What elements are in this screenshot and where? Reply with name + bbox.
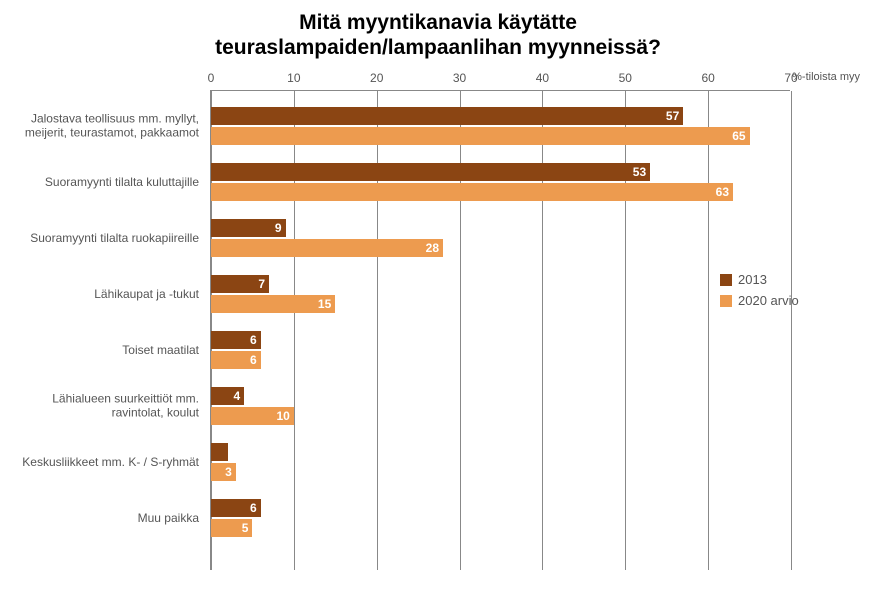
axis-title: %-tiloista myy bbox=[792, 71, 860, 83]
legend-label: 2013 bbox=[738, 272, 767, 287]
category-label: Toiset maatilat bbox=[4, 343, 199, 357]
legend-item: 2020 arvio bbox=[720, 293, 799, 308]
legend-swatch bbox=[720, 274, 732, 286]
category-label: Lähikaupat ja -tukut bbox=[4, 287, 199, 301]
gridline bbox=[791, 91, 792, 570]
tick-label: 10 bbox=[287, 71, 300, 85]
category-label: Jalostava teollisuus mm. myllyt, meijeri… bbox=[4, 112, 199, 141]
bar-v2013 bbox=[211, 163, 650, 181]
tick-label: 70 bbox=[784, 71, 797, 85]
legend: 2013 2020 arvio bbox=[720, 272, 799, 314]
title-line-1: Mitä myyntikanavia käytätte bbox=[299, 11, 577, 34]
bar-value-label: 9 bbox=[275, 221, 282, 235]
bar-v2013 bbox=[211, 107, 683, 125]
bar-v2020 bbox=[211, 295, 335, 313]
bar-value-label: 10 bbox=[276, 409, 289, 423]
tick-label: 30 bbox=[453, 71, 466, 85]
bar-v2013 bbox=[211, 443, 228, 461]
bar-value-label: 65 bbox=[732, 129, 745, 143]
bar-v2020 bbox=[211, 239, 443, 257]
bar-value-label: 63 bbox=[716, 185, 729, 199]
bar-value-label: 53 bbox=[633, 165, 646, 179]
category-label: Suoramyynti tilalta ruokapiireille bbox=[4, 231, 199, 245]
bar-value-label: 4 bbox=[233, 389, 240, 403]
bar-value-label: 7 bbox=[258, 277, 265, 291]
tick-label: 20 bbox=[370, 71, 383, 85]
bar-value-label: 6 bbox=[250, 353, 257, 367]
bar-value-label: 57 bbox=[666, 109, 679, 123]
category-label: Muu paikka bbox=[4, 511, 199, 525]
category-label: Keskusliikkeet mm. K- / S-ryhmät bbox=[4, 455, 199, 469]
title-line-2: teuraslampaiden/lampaanlihan myynneissä? bbox=[215, 36, 661, 59]
bar-value-label: 2 bbox=[232, 445, 239, 459]
bar-value-label: 28 bbox=[426, 241, 439, 255]
category-label: Lähialueen suurkeittiöt mm. ravintolat, … bbox=[4, 392, 199, 421]
tick-label: 60 bbox=[701, 71, 714, 85]
bar-value-label: 6 bbox=[250, 333, 257, 347]
bar-value-label: 3 bbox=[225, 465, 232, 479]
tick-label: 0 bbox=[208, 71, 215, 85]
bar-value-label: 5 bbox=[242, 521, 249, 535]
chart-container: Mitä myyntikanavia käytätte teuraslampai… bbox=[0, 0, 876, 590]
bar-v2020 bbox=[211, 127, 750, 145]
gridline bbox=[708, 91, 709, 570]
tick-label: 40 bbox=[536, 71, 549, 85]
bar-value-label: 6 bbox=[250, 501, 257, 515]
legend-item: 2013 bbox=[720, 272, 799, 287]
bar-value-label: 15 bbox=[318, 297, 331, 311]
legend-swatch bbox=[720, 295, 732, 307]
bar-v2020 bbox=[211, 183, 733, 201]
legend-label: 2020 arvio bbox=[738, 293, 799, 308]
plot-area: %-tiloista myy 010203040506070Jalostava … bbox=[210, 90, 790, 570]
category-label: Suoramyynti tilalta kuluttajille bbox=[4, 175, 199, 189]
chart-title: Mitä myyntikanavia käytätte teuraslampai… bbox=[10, 10, 866, 60]
tick-label: 50 bbox=[619, 71, 632, 85]
